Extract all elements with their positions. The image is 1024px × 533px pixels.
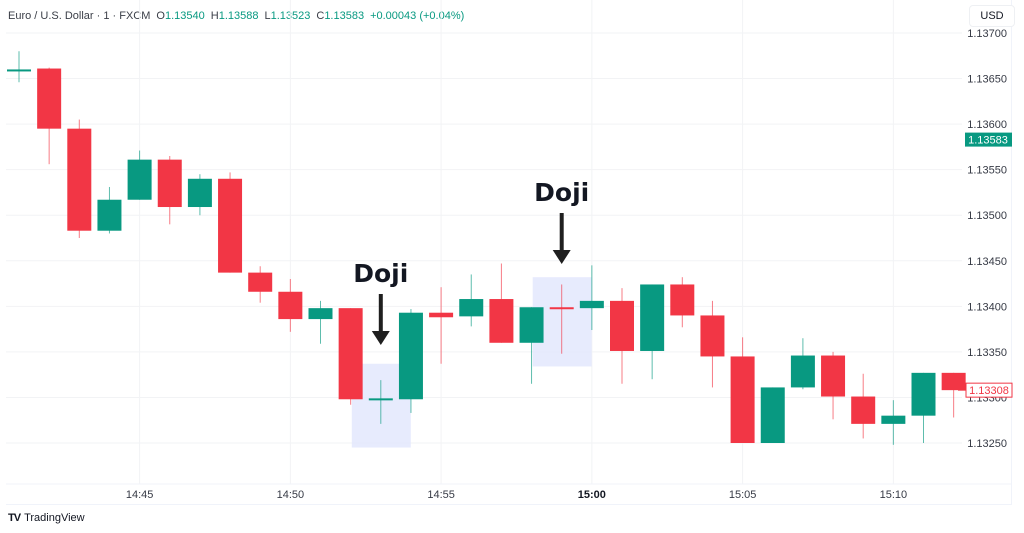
last-price-tag bbox=[965, 132, 1012, 147]
chart-frame bbox=[6, 0, 1012, 505]
price-axis-label: 1.13250 bbox=[967, 438, 1007, 450]
price-axis-label: 1.13500 bbox=[967, 210, 1007, 222]
candle[interactable] bbox=[489, 263, 514, 343]
candle[interactable] bbox=[218, 172, 243, 273]
current-price-tag-text: 1.13308 bbox=[969, 385, 1009, 397]
time-axis-label: 15:00 bbox=[578, 489, 606, 501]
current-price-tag bbox=[965, 382, 1013, 398]
doji-annotation-label: Doji bbox=[353, 259, 408, 288]
candle[interactable] bbox=[248, 266, 273, 303]
candle[interactable] bbox=[911, 372, 936, 443]
brand-name: TradingView bbox=[24, 512, 85, 524]
candle[interactable] bbox=[368, 380, 393, 424]
close-label: C bbox=[316, 10, 325, 22]
arrow-head-icon bbox=[371, 331, 390, 345]
candle[interactable] bbox=[941, 372, 966, 418]
price-axis-label: 1.13550 bbox=[967, 165, 1007, 177]
arrow-head-icon bbox=[552, 250, 571, 264]
low-label: L bbox=[264, 10, 271, 22]
price-axis-label: 1.13600 bbox=[967, 119, 1007, 131]
candle[interactable] bbox=[549, 284, 574, 354]
tradingview-branding[interactable]: TV TradingView bbox=[8, 512, 85, 524]
candle[interactable] bbox=[97, 186, 122, 234]
candle[interactable] bbox=[127, 150, 152, 200]
candle[interactable] bbox=[700, 300, 725, 388]
candle[interactable] bbox=[187, 174, 212, 216]
tradingview-logo-icon: TV bbox=[8, 512, 21, 524]
candle[interactable] bbox=[851, 373, 876, 439]
candle[interactable] bbox=[37, 67, 62, 165]
candle[interactable] bbox=[579, 265, 604, 331]
currency-button[interactable]: USD bbox=[969, 5, 1015, 27]
candle[interactable] bbox=[459, 274, 484, 327]
candle[interactable] bbox=[398, 309, 423, 413]
candle[interactable] bbox=[7, 51, 31, 83]
candle[interactable] bbox=[881, 400, 906, 445]
price-axis-label: 1.13350 bbox=[967, 347, 1007, 359]
high-value: 1.13588 bbox=[218, 10, 259, 22]
candle[interactable] bbox=[278, 279, 303, 332]
time-axis-label: 14:45 bbox=[126, 489, 154, 501]
price-axis-label: 1.13650 bbox=[967, 74, 1007, 86]
high-label: H bbox=[210, 10, 219, 22]
candle[interactable] bbox=[821, 351, 846, 420]
close-value: 1.13583 bbox=[324, 10, 365, 22]
candle[interactable] bbox=[790, 338, 815, 390]
open-value: 1.13540 bbox=[164, 10, 205, 22]
time-axis-label: 15:05 bbox=[729, 489, 757, 501]
candle[interactable] bbox=[760, 387, 785, 443]
time-axis-label: 14:50 bbox=[277, 489, 305, 501]
candle[interactable] bbox=[640, 284, 665, 380]
candle[interactable] bbox=[308, 300, 333, 344]
price-axis-label: 1.13450 bbox=[967, 256, 1007, 268]
doji-annotation-label: Doji bbox=[534, 178, 589, 207]
price-axis-label: 1.13700 bbox=[967, 28, 1007, 40]
last-price-tag-text: 1.13583 bbox=[968, 135, 1008, 147]
candle[interactable] bbox=[157, 156, 182, 225]
open-label: O bbox=[156, 10, 165, 22]
time-axis-label: 14:55 bbox=[427, 489, 455, 501]
candle[interactable] bbox=[519, 307, 544, 384]
candle[interactable] bbox=[610, 288, 634, 384]
symbol-title[interactable]: Euro / U.S. Dollar · 1 · FXCM bbox=[8, 10, 151, 22]
candle[interactable] bbox=[429, 287, 454, 364]
candle[interactable] bbox=[670, 277, 695, 328]
price-axis-label: 1.13400 bbox=[967, 301, 1007, 313]
candle[interactable] bbox=[338, 308, 363, 405]
time-axis-label: 15:10 bbox=[880, 489, 908, 501]
candle[interactable] bbox=[67, 119, 92, 238]
candle[interactable] bbox=[730, 337, 755, 443]
